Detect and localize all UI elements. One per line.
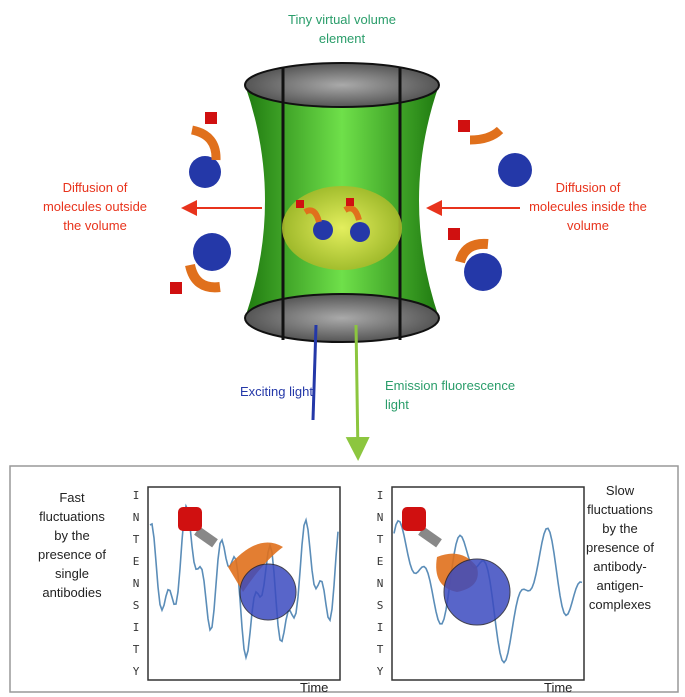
emission-beam — [356, 325, 358, 455]
text-line: volume — [567, 218, 609, 233]
text-line: Diffusion of — [556, 180, 621, 195]
text-line: element — [319, 31, 366, 46]
antigen — [240, 564, 296, 620]
text-line: light — [385, 397, 409, 412]
text-line: fluctuations — [587, 502, 653, 517]
inside-label: Diffusion of molecules inside the volume — [529, 180, 647, 233]
outside-label: Diffusion of molecules outside the volume — [43, 180, 147, 233]
text-line: Tiny virtual volume — [288, 12, 396, 27]
antigen — [444, 559, 510, 625]
text-line: complexes — [589, 597, 652, 612]
text-line: antibody- — [593, 559, 646, 574]
volume-label: Tiny virtual volume element — [288, 12, 396, 46]
text-line: by the — [54, 528, 89, 543]
emission-label: Emission fluorescence light — [385, 378, 515, 412]
top-cap — [245, 63, 439, 107]
text-line: Fast — [59, 490, 85, 505]
text-line: molecules inside the — [529, 199, 647, 214]
bottom-cap — [245, 294, 439, 342]
antibody-head — [402, 507, 426, 531]
antibody-head — [178, 507, 202, 531]
text-line: molecules outside — [43, 199, 147, 214]
text-line: presence of — [586, 540, 654, 555]
text-line: the volume — [63, 218, 127, 233]
text-line: Emission fluorescence — [385, 378, 515, 393]
text-line: by the — [602, 521, 637, 536]
diagram: Tiny virtual volume element Diffusion of m… — [0, 0, 685, 697]
text-line: single — [55, 566, 89, 581]
text-line: presence of — [38, 547, 106, 562]
text-line: antibodies — [42, 585, 102, 600]
y-axis-label: INTENSITY — [374, 489, 387, 687]
text-line: Diffusion of — [63, 180, 128, 195]
y-axis-label: INTENSITY — [130, 489, 143, 687]
text-line: antigen- — [597, 578, 644, 593]
text-line: fluctuations — [39, 509, 105, 524]
text-line: Slow — [606, 483, 635, 498]
x-axis-label: Time — [544, 680, 572, 695]
exciting-label: Exciting light — [240, 384, 313, 399]
x-axis-label: Time — [300, 680, 328, 695]
focal-volume — [282, 186, 402, 270]
